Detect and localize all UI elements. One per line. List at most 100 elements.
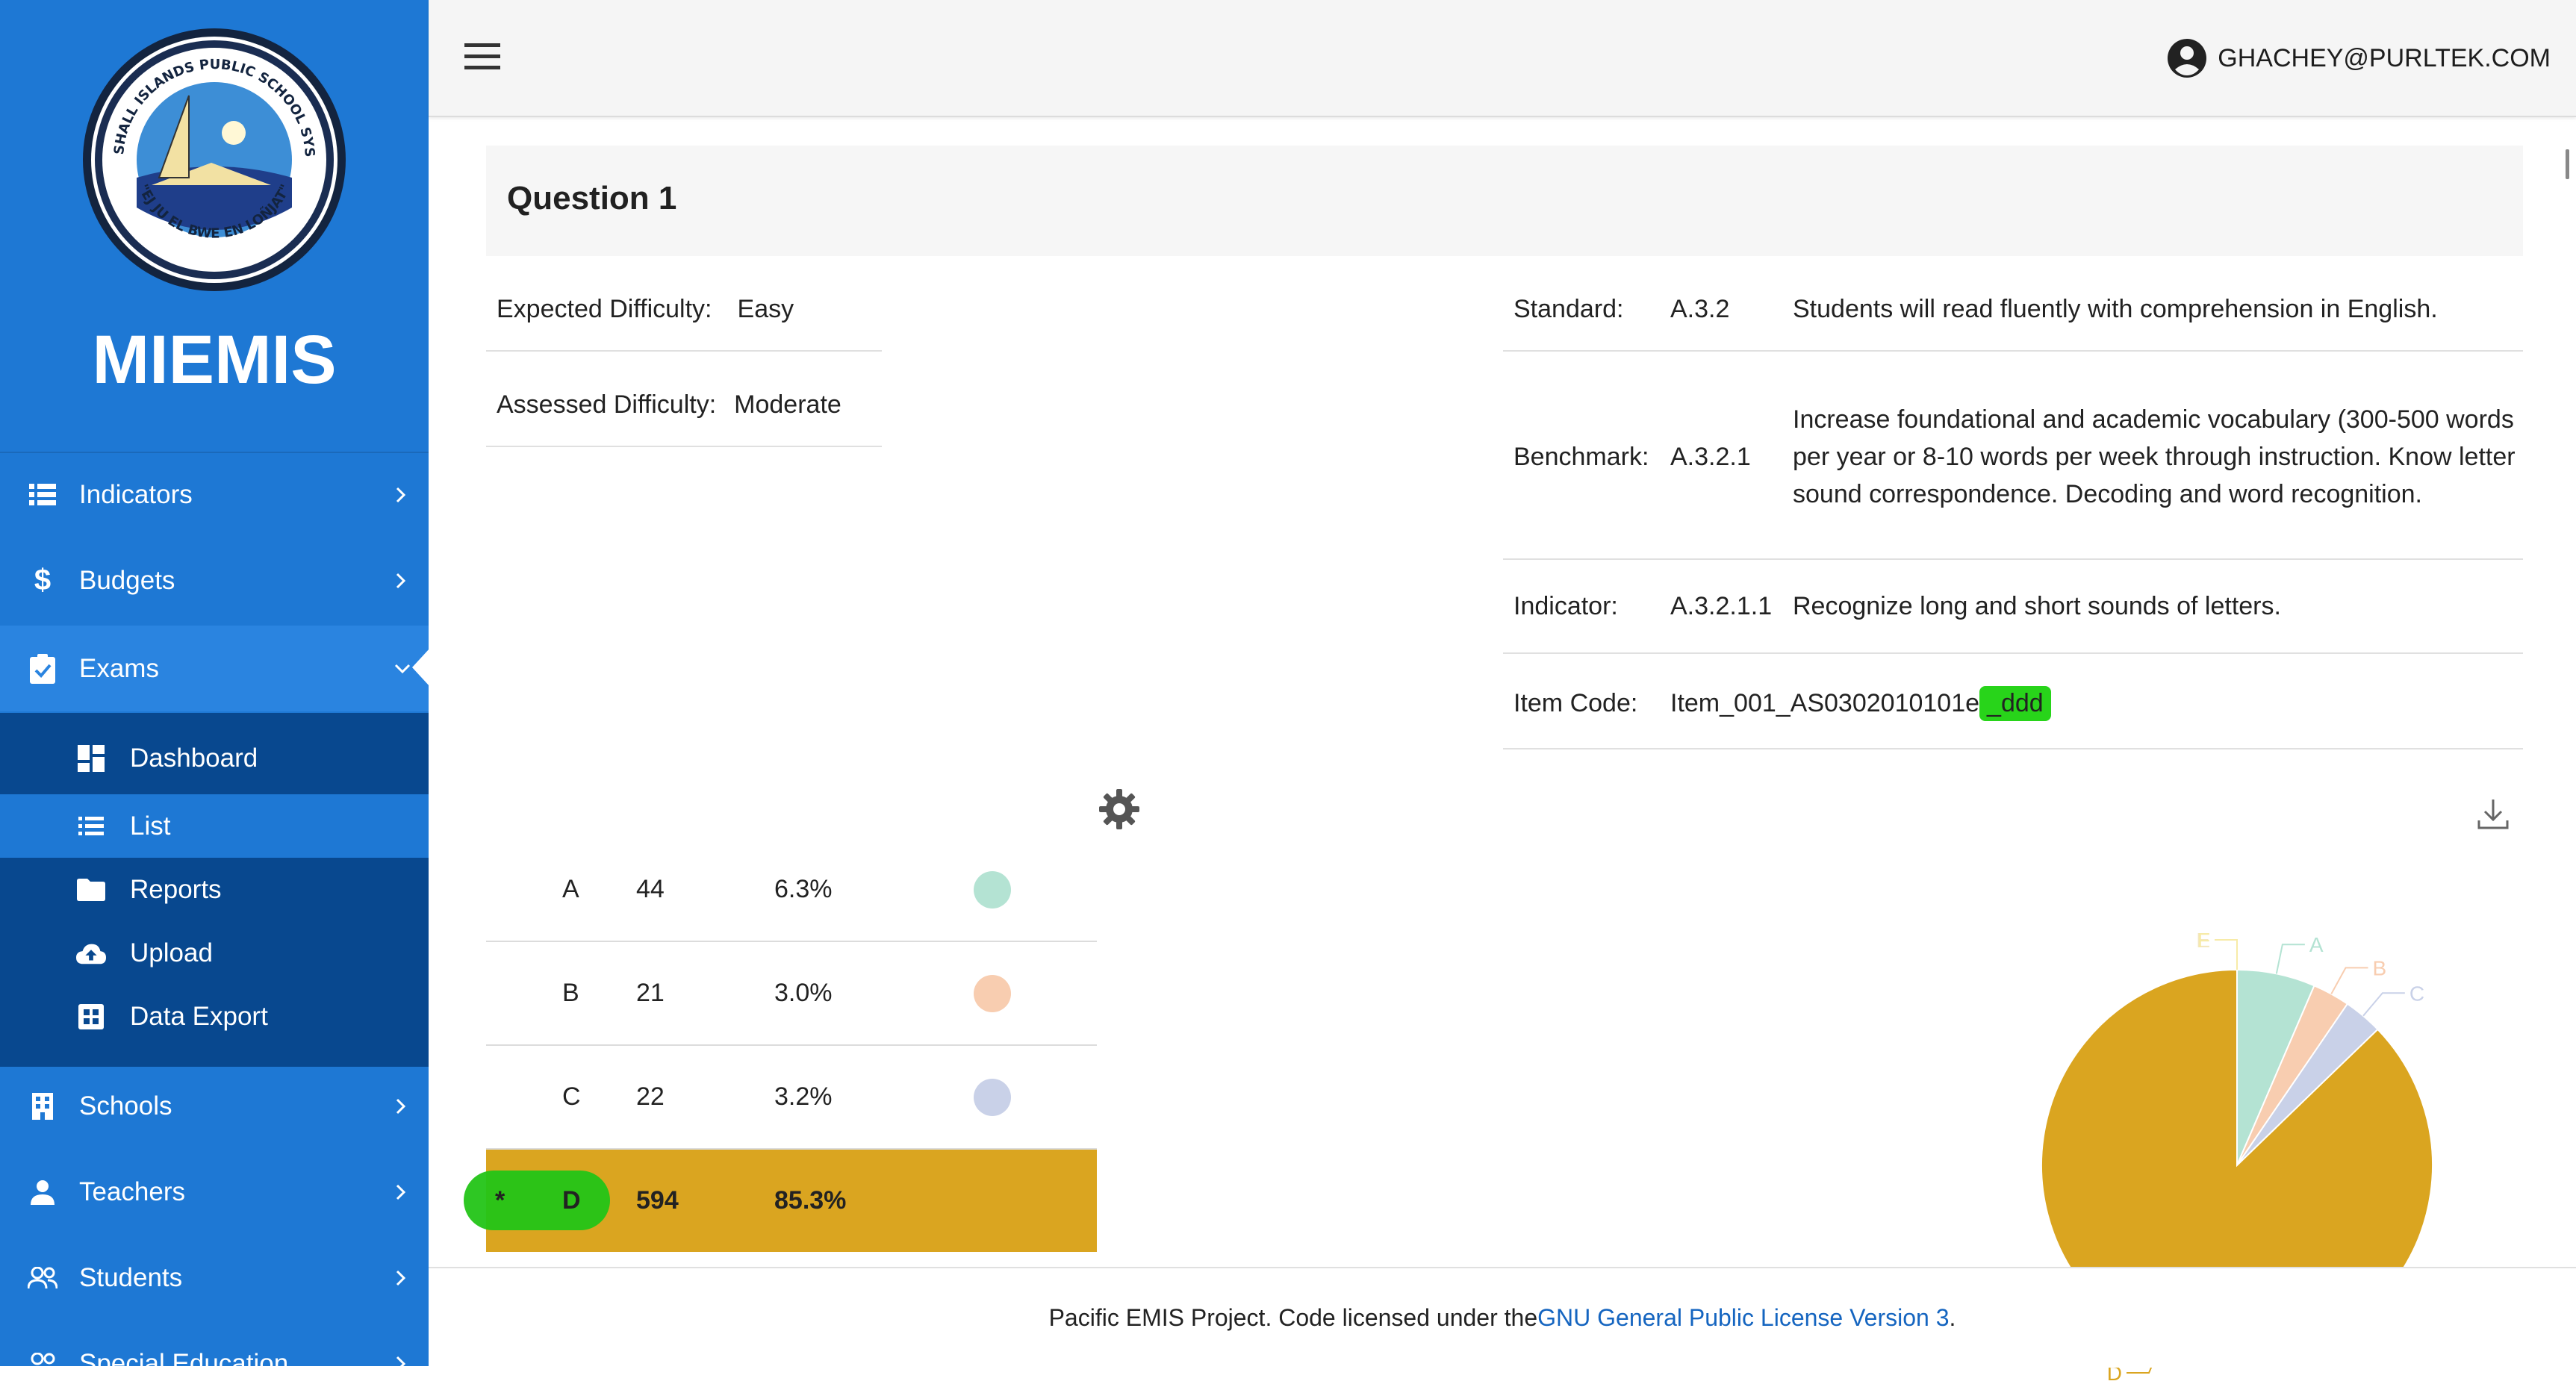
chevron-right-icon (393, 486, 411, 504)
hamburger-menu-icon[interactable] (464, 43, 500, 70)
building-icon (27, 1091, 58, 1122)
pie-leader-line-e (2215, 939, 2238, 970)
benchmark-row: Benchmark: A.3.2.1 Increase foundational… (1513, 378, 2539, 535)
exams-submenu: Dashboard List Reports Upload Data Expor… (0, 713, 429, 1067)
clipboard-check-icon (27, 653, 58, 685)
indicator-code: A.3.2.1.1 (1670, 591, 1773, 620)
divider (1503, 748, 2523, 749)
sidebar-subitem-list[interactable]: List (0, 794, 429, 858)
footer-end: . (1949, 1304, 1956, 1331)
expected-difficulty-row: Expected Difficulty: Easy (497, 290, 794, 328)
indicator-text: Recognize long and short sounds of lette… (1793, 591, 2281, 620)
sidebar-item-special-education[interactable]: Special Education (0, 1321, 429, 1366)
legend-dot (974, 871, 1011, 909)
sidebar-subitem-dashboard[interactable]: Dashboard (0, 726, 429, 790)
pie-label-f: F (2197, 929, 2210, 952)
top-app-bar: GHACHEY@PURLTEK.COM (429, 0, 2576, 117)
chevron-right-icon (393, 1355, 411, 1366)
download-icon[interactable] (2476, 797, 2510, 831)
pie-label-c: C (2409, 982, 2424, 1005)
cloud-upload-icon (76, 938, 106, 968)
sidebar-item-label: Teachers (79, 1176, 186, 1206)
divider (1503, 652, 2523, 654)
assessed-difficulty-value: Moderate (734, 390, 841, 419)
account-circle-icon (2167, 38, 2207, 78)
answer-letter: B (562, 979, 579, 1007)
green-highlight-mark (464, 1171, 610, 1230)
people-icon (27, 1348, 58, 1367)
sidebar-subitem-label: Dashboard (130, 743, 258, 773)
standard-text: Students will read fluently with compreh… (1793, 294, 2438, 323)
dashboard-icon (76, 744, 106, 773)
sidebar-subitem-upload[interactable]: Upload (0, 921, 429, 985)
legend-dot (974, 975, 1011, 1012)
answer-percent: 6.3% (774, 875, 833, 903)
answer-letter: C (562, 1082, 581, 1111)
sidebar-item-label: Special Education (79, 1348, 289, 1367)
answer-distribution-table: A 44 6.3% B 21 3.0% C 22 3.2% * D 594 85… (464, 838, 1097, 1252)
user-email: GHACHEY@PURLTEK.COM (2218, 43, 2551, 72)
sidebar-divider (0, 452, 429, 453)
list-icon (27, 479, 58, 511)
question-title: Question 1 (507, 180, 677, 216)
answer-count: 44 (636, 875, 665, 903)
page-footer: Pacific EMIS Project. Code licensed unde… (429, 1267, 2576, 1368)
pie-label-b: B (2373, 956, 2387, 979)
sidebar-item-indicators[interactable]: Indicators (0, 452, 429, 537)
sidebar-item-teachers[interactable]: Teachers (0, 1149, 429, 1235)
answer-percent: 85.3% (774, 1186, 847, 1215)
expected-difficulty-value: Easy (737, 294, 794, 323)
sidebar-item-label: Students (79, 1262, 183, 1292)
benchmark-text: Increase foundational and academic vocab… (1793, 405, 2516, 508)
dollar-icon: $ (34, 564, 52, 596)
license-link[interactable]: GNU General Public License Version 3 (1537, 1304, 1950, 1331)
answer-row-a: A 44 6.3% (486, 838, 1097, 942)
sidebar-subitem-label: List (130, 811, 171, 841)
sidebar-item-budgets[interactable]: $ Budgets (0, 537, 429, 623)
indicator-label: Indicator: (1513, 591, 1618, 620)
item-code-value: Item_001_AS0302010101e (1670, 688, 1980, 717)
user-account-menu[interactable]: GHACHEY@PURLTEK.COM (2167, 37, 2551, 79)
people-icon (27, 1262, 58, 1294)
gear-icon[interactable] (1098, 788, 1141, 831)
scrollbar-thumb[interactable] (2566, 149, 2569, 179)
standard-label: Standard: (1513, 294, 1624, 323)
list-icon (76, 811, 106, 841)
sidebar-item-label: Schools (79, 1091, 172, 1121)
question-header: Question 1 (486, 146, 2523, 256)
answer-row-d-correct: * D 594 85.3% (464, 1150, 1097, 1252)
person-icon (27, 1176, 58, 1208)
chevron-right-icon (393, 1183, 411, 1201)
answer-count: 22 (636, 1082, 665, 1111)
divider (1503, 350, 2523, 352)
answer-count: 594 (636, 1186, 679, 1215)
sidebar-subitem-reports[interactable]: Reports (0, 858, 429, 921)
chevron-right-icon (393, 1269, 411, 1287)
pie-leader-line-b (2330, 967, 2368, 994)
indicator-row: Indicator: A.3.2.1.1 Recognize long and … (1513, 588, 2281, 625)
sidebar-item-exams[interactable]: Exams (0, 626, 429, 711)
assessed-difficulty-row: Assessed Difficulty: Moderate (497, 386, 841, 423)
sidebar-item-schools[interactable]: Schools (0, 1063, 429, 1149)
sidebar-subitem-data-export[interactable]: Data Export (0, 985, 429, 1048)
pie-leader-line-a (2275, 944, 2305, 974)
item-code-suffix-highlight: _ddd (1979, 685, 2051, 721)
benchmark-label: Benchmark: (1513, 442, 1649, 471)
standard-row: Standard: A.3.2 Students will read fluen… (1513, 290, 2438, 328)
expected-difficulty-label: Expected Difficulty: (497, 294, 712, 323)
correct-marker: * (495, 1186, 505, 1215)
assessed-difficulty-label: Assessed Difficulty: (497, 390, 717, 419)
legend-dot (974, 1079, 1011, 1116)
divider (486, 446, 882, 447)
folder-icon (76, 875, 106, 905)
sidebar-item-label: Exams (79, 653, 159, 683)
main-content: Question 1 Expected Difficulty: Easy Ass… (429, 117, 2576, 1385)
pie-label-a: A (2309, 933, 2324, 956)
item-code-row: Item Code: Item_001_AS0302010101e _ddd (1513, 681, 2051, 726)
sidebar: MARSHALL ISLANDS PUBLIC SCHOOL SYSTEM "E… (0, 0, 429, 1366)
sidebar-item-students[interactable]: Students (0, 1235, 429, 1321)
chevron-down-icon (393, 660, 411, 678)
item-code-label: Item Code: (1513, 688, 1638, 717)
answer-percent: 3.0% (774, 979, 833, 1007)
active-indicator (412, 648, 429, 687)
